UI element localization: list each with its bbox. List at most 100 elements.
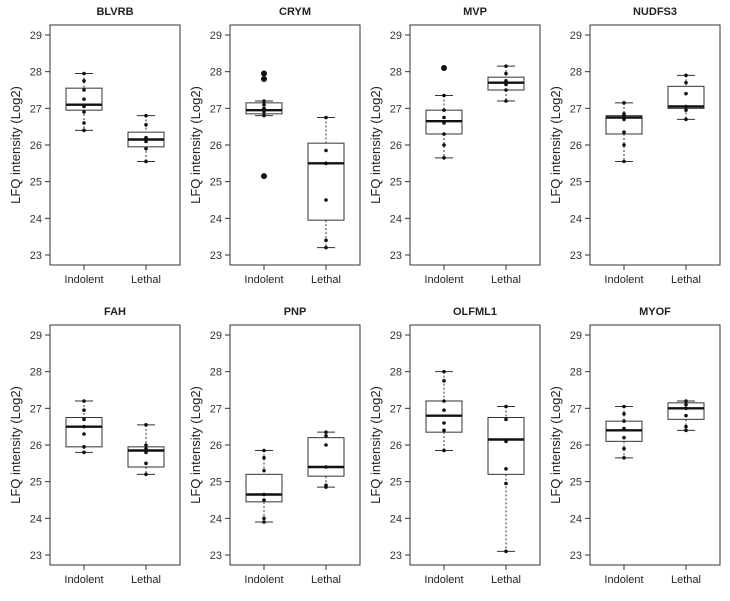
panel-mvp: MVP 23 24 25 26 27 28 29 LFQ intensity (Log2) Ind… xyxy=(368,6,541,286)
y-axis-label: LFQ intensity (Log2) xyxy=(368,86,383,204)
y-tick-label: 25 xyxy=(210,477,222,489)
y-tick-label: 27 xyxy=(570,403,582,415)
panel-olfml1: OLFML1 23 24 25 26 27 28 29 LFQ intensity (Log2)… xyxy=(368,306,541,586)
y-tick-label: 25 xyxy=(390,477,402,489)
data-point xyxy=(622,159,626,164)
panel-myof: MYOF 23 24 25 26 27 28 29 LFQ intensity (Log2) In… xyxy=(548,306,721,586)
y-tick-label: 26 xyxy=(570,140,582,152)
box-lethal xyxy=(667,399,705,433)
panel-nudfs3: NUDFS3 23 24 25 26 27 28 29 LFQ intensity (Log2)… xyxy=(548,6,721,286)
box-lethal xyxy=(667,73,705,122)
data-point xyxy=(684,117,688,122)
data-point xyxy=(504,417,508,422)
y-tick-label: 24 xyxy=(390,213,402,225)
data-point xyxy=(262,106,266,111)
data-point xyxy=(504,79,508,83)
data-point xyxy=(324,148,328,153)
y-tick-label: 25 xyxy=(570,177,582,189)
data-point xyxy=(324,483,328,488)
y-axis-label: LFQ intensity (Log2) xyxy=(188,86,203,204)
y-tick-label: 23 xyxy=(30,550,42,562)
iqr-box xyxy=(245,473,283,503)
data-point xyxy=(684,399,688,403)
panel-title: PNP xyxy=(284,306,307,318)
data-point xyxy=(684,73,688,78)
data-point xyxy=(82,128,86,133)
box-lethal xyxy=(127,113,165,164)
iqr-box xyxy=(127,446,165,468)
panel-title: OLFML1 xyxy=(453,306,497,318)
y-tick-label: 29 xyxy=(30,30,42,42)
iqr-box xyxy=(667,402,705,420)
data-point xyxy=(324,465,328,469)
x-tick-label-lethal: Lethal xyxy=(131,274,161,286)
data-point xyxy=(144,113,148,118)
x-tick-label-indolent: Indolent xyxy=(64,574,103,586)
iqr-box xyxy=(307,142,345,221)
iqr-box xyxy=(65,417,103,448)
y-tick-label: 24 xyxy=(210,513,222,525)
data-point xyxy=(504,82,508,87)
box-lethal xyxy=(307,115,345,250)
y-tick-label: 26 xyxy=(210,440,222,452)
data-point xyxy=(144,472,148,477)
y-tick-label: 28 xyxy=(570,67,582,79)
box-lethal xyxy=(487,404,525,554)
plot-frame xyxy=(409,24,541,266)
box-lethal xyxy=(127,423,165,477)
y-tick-label: 23 xyxy=(210,550,222,562)
data-point xyxy=(504,64,508,68)
panel-title: NUDFS3 xyxy=(633,6,677,18)
data-point xyxy=(442,115,446,120)
data-point xyxy=(442,121,446,125)
data-point xyxy=(262,516,266,521)
data-point xyxy=(262,110,266,114)
box-indolent xyxy=(425,65,463,160)
data-point xyxy=(144,146,148,151)
y-tick-label: 27 xyxy=(30,103,42,115)
y-tick-label: 28 xyxy=(30,367,42,379)
data-point xyxy=(442,421,446,425)
data-point xyxy=(82,432,86,436)
data-point xyxy=(262,468,266,473)
data-point xyxy=(622,412,626,416)
panel-blvrb: BLVRB 23 24 25 26 27 28 29 LFQ intensity (Log2) I… xyxy=(8,6,181,286)
y-tick-label: 23 xyxy=(390,550,402,562)
data-point xyxy=(324,161,328,166)
data-point xyxy=(82,110,86,114)
box-indolent xyxy=(605,404,643,460)
y-tick-label: 27 xyxy=(210,403,222,415)
data-point xyxy=(504,549,508,554)
x-tick-label-indolent: Indolent xyxy=(604,574,643,586)
data-point xyxy=(442,93,446,98)
data-point xyxy=(442,132,446,136)
data-point xyxy=(622,419,626,423)
y-tick-label: 29 xyxy=(210,30,222,42)
y-tick-label: 25 xyxy=(570,477,582,489)
y-tick-label: 26 xyxy=(390,140,402,152)
data-point xyxy=(504,88,508,92)
data-point xyxy=(504,481,508,486)
y-tick-label: 27 xyxy=(390,103,402,115)
y-tick-label: 24 xyxy=(570,213,582,225)
data-point xyxy=(262,99,266,103)
data-point xyxy=(82,399,86,403)
data-point xyxy=(442,408,446,412)
data-point xyxy=(262,456,266,460)
data-point xyxy=(442,448,446,453)
x-tick-label-indolent: Indolent xyxy=(244,574,283,586)
data-point xyxy=(622,456,626,460)
plot-frame xyxy=(589,324,721,566)
y-tick-label: 23 xyxy=(30,250,42,262)
data-point xyxy=(504,71,508,76)
outlier-point xyxy=(261,70,267,77)
data-point xyxy=(622,112,626,116)
plot-frame xyxy=(589,24,721,266)
data-point xyxy=(82,408,86,412)
panel-title: BLVRB xyxy=(96,6,133,18)
outlier-point xyxy=(441,65,447,71)
y-axis-label: LFQ intensity (Log2) xyxy=(188,386,203,504)
panel-title: MVP xyxy=(463,6,487,18)
data-point xyxy=(144,123,148,127)
